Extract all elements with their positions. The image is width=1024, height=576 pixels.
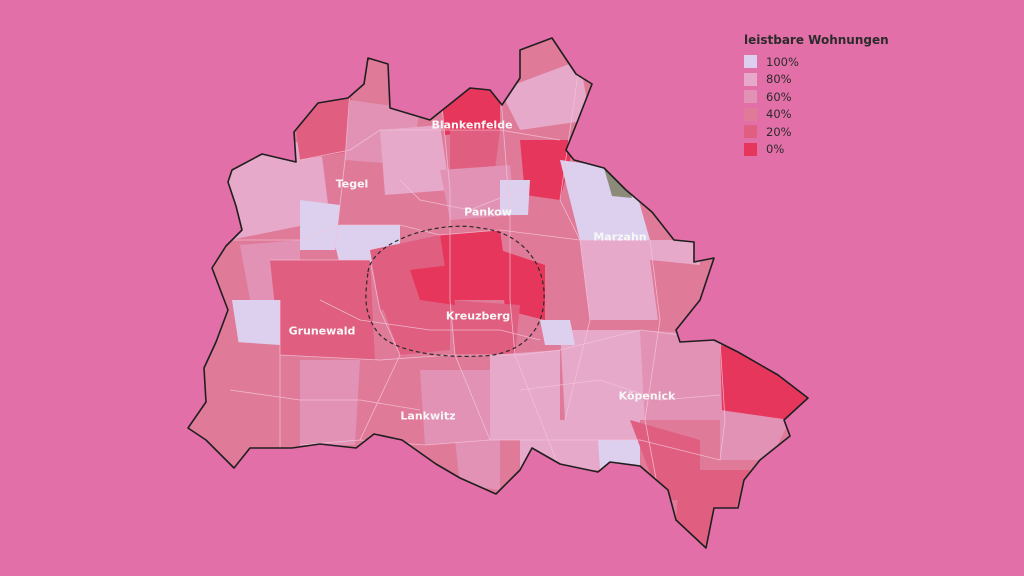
- legend-label: 20%: [766, 124, 792, 139]
- map-legend: leistbare Wohnungen 100% 80% 60% 40% 20% 0%: [744, 33, 889, 158]
- legend-label: 80%: [766, 72, 792, 87]
- legend-label: 100%: [766, 54, 799, 69]
- legend-item: 40%: [744, 106, 889, 124]
- legend-title: leistbare Wohnungen: [744, 33, 889, 47]
- legend-swatch: [744, 107, 757, 121]
- label-kreuzberg: Kreuzberg: [445, 309, 511, 323]
- label-marzahn: Marzahn: [593, 230, 647, 244]
- legend-label: 40%: [766, 107, 792, 122]
- label-koepenick: Köpenick: [618, 389, 676, 403]
- legend-swatch: [744, 90, 757, 104]
- label-tegel: Tegel: [335, 177, 369, 191]
- legend-item: 100%: [744, 53, 889, 71]
- label-pankow: Pankow: [464, 205, 512, 219]
- legend-items: 100% 80% 60% 40% 20% 0%: [744, 53, 889, 158]
- label-blankenfelde: Blankenfelde: [431, 118, 513, 132]
- legend-item: 0%: [744, 141, 889, 159]
- legend-swatch: [744, 55, 757, 69]
- legend-item: 60%: [744, 88, 889, 106]
- label-grunewald: Grunewald: [288, 324, 356, 338]
- legend-label: 0%: [766, 142, 785, 157]
- legend-item: 80%: [744, 71, 889, 89]
- district-fills: [188, 38, 808, 548]
- legend-label: 60%: [766, 89, 792, 104]
- inner-ring-dashed: [365, 225, 545, 357]
- district-boundaries: [229, 59, 726, 501]
- legend-item: 20%: [744, 123, 889, 141]
- label-lankwitz: Lankwitz: [400, 409, 456, 423]
- legend-swatch: [744, 142, 757, 156]
- berlin-outline: [187, 37, 809, 549]
- legend-swatch: [744, 72, 757, 86]
- legend-swatch: [744, 125, 757, 139]
